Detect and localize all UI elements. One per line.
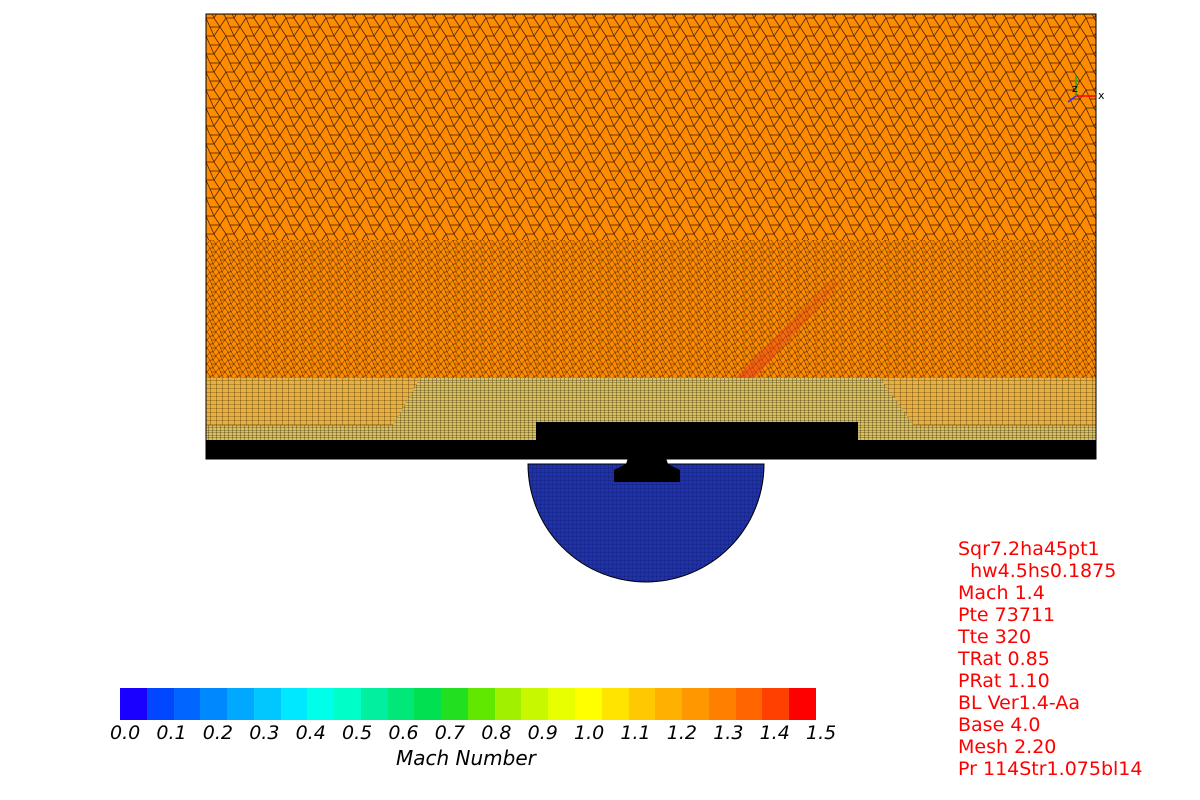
run-parameters: Sqr7.2ha45pt1 hw4.5hs0.1875 Mach 1.4 Pte 7… [958, 538, 1142, 780]
colorbar-swatch [601, 688, 629, 720]
colorbar-swatch [387, 688, 415, 720]
refined-dense-region [420, 280, 900, 380]
colorbar-tick-label: 1.1 [620, 722, 651, 744]
colorbar-swatch [280, 688, 308, 720]
wall-strip [206, 440, 1096, 459]
parameter-line: TRat 0.85 [958, 648, 1050, 670]
freestream-region [205, 13, 1097, 279]
parameter-line: Pte 73711 [958, 604, 1056, 626]
colorbar-swatch [307, 688, 335, 720]
colorbar-swatch [655, 688, 683, 720]
colorbar-tick-label: 1.4 [759, 722, 790, 744]
colorbar-tick-label: 1.0 [574, 722, 605, 744]
colorbar [120, 688, 816, 720]
colorbar-swatch [494, 688, 522, 720]
colorbar-tick-label: 0.7 [434, 722, 466, 744]
colorbar-swatch [467, 688, 495, 720]
colorbar-swatch [441, 688, 468, 720]
colorbar-swatch [575, 688, 602, 720]
colorbar-swatch [360, 688, 388, 720]
parameter-line: Mach 1.4 [958, 582, 1045, 604]
parameter-line: PRat 1.10 [958, 670, 1050, 692]
colorbar-swatch [762, 688, 790, 720]
colorbar-swatch [521, 688, 549, 720]
parameter-line: BL Ver1.4-Aa [958, 692, 1080, 714]
oblique-shock [722, 278, 842, 392]
parameter-line: Mesh 2.20 [958, 736, 1057, 758]
colorbar-swatch [682, 688, 709, 720]
colorbar-swatch [253, 688, 281, 720]
colorbar-swatch [120, 688, 147, 720]
parameter-line: hw4.5hs0.1875 [958, 560, 1117, 582]
colorbar-tick-label: 0.5 [342, 722, 373, 744]
colorbar-tick-label: 1.3 [713, 722, 744, 744]
colorbar-swatch [146, 688, 174, 720]
colorbar-tick-label: 0.2 [202, 722, 234, 744]
colorbar-tick-label: 0.6 [388, 722, 419, 744]
colorbar-tick-label: 1.2 [666, 722, 698, 744]
colorbar-tick-label: 0.8 [481, 722, 512, 744]
colorbar-swatch [548, 688, 576, 720]
plenum-region [527, 463, 765, 583]
colorbar-swatch [227, 688, 254, 720]
colorbar-swatch [735, 688, 763, 720]
axis-z-label: z [1072, 82, 1078, 95]
colorbar-ticks: 0.0 0.1 0.2 0.3 0.4 0.5 0.6 0.7 0.8 0.9 1.0 1.1 1.2 1… [110, 722, 840, 746]
colorbar-tick-label: 1.5 [806, 722, 837, 744]
nozzle-throat [614, 458, 680, 482]
colorbar-swatch [628, 688, 656, 720]
parameter-line: Base 4.0 [958, 714, 1041, 736]
colorbar-title: Mach Number [396, 746, 536, 770]
colorbar-tick-label: 0.9 [527, 722, 558, 744]
axis-triad: x z [1067, 76, 1105, 103]
colorbar-swatch [200, 688, 228, 720]
colorbar-tick-label: 0.3 [249, 722, 280, 744]
parameter-line: Sqr7.2ha45pt1 [958, 538, 1100, 560]
colorbar-tick-label: 0.4 [295, 722, 326, 744]
colorbar-tick-label: 0.1 [156, 722, 187, 744]
colorbar-swatch [173, 688, 201, 720]
colorbar-swatch [789, 688, 816, 720]
colorbar-swatch [708, 688, 736, 720]
colorbar-tick-label: 0.0 [110, 722, 141, 744]
parameter-line: Pr 114Str1.075bl14 [958, 758, 1143, 780]
parameter-line: Tte 320 [958, 626, 1032, 648]
colorbar-swatch [414, 688, 442, 720]
axis-x-label: x [1098, 89, 1105, 102]
colorbar-swatch [334, 688, 361, 720]
